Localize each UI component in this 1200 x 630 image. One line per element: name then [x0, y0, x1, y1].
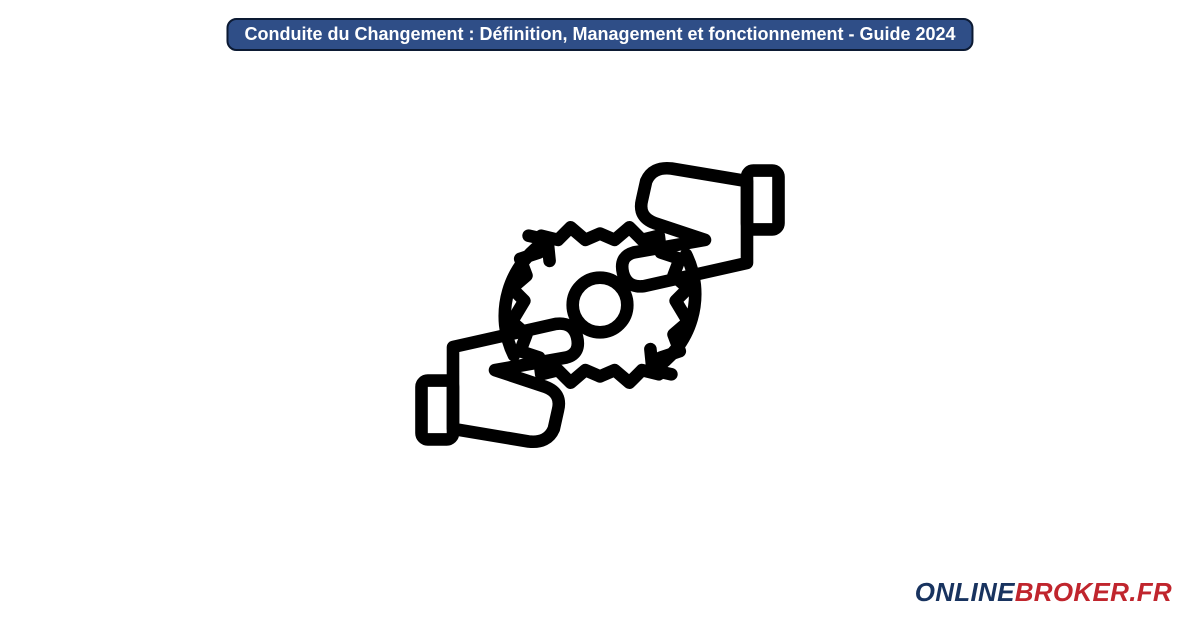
- logo-part2: BROKER.FR: [1015, 577, 1172, 607]
- hands-gear-cycle-icon: [390, 95, 810, 515]
- page-title-text: Conduite du Changement : Définition, Man…: [244, 24, 955, 44]
- page-title-pill: Conduite du Changement : Définition, Man…: [226, 18, 973, 51]
- site-logo: ONLINEBROKER.FR: [915, 577, 1172, 608]
- logo-part1: ONLINE: [915, 577, 1015, 607]
